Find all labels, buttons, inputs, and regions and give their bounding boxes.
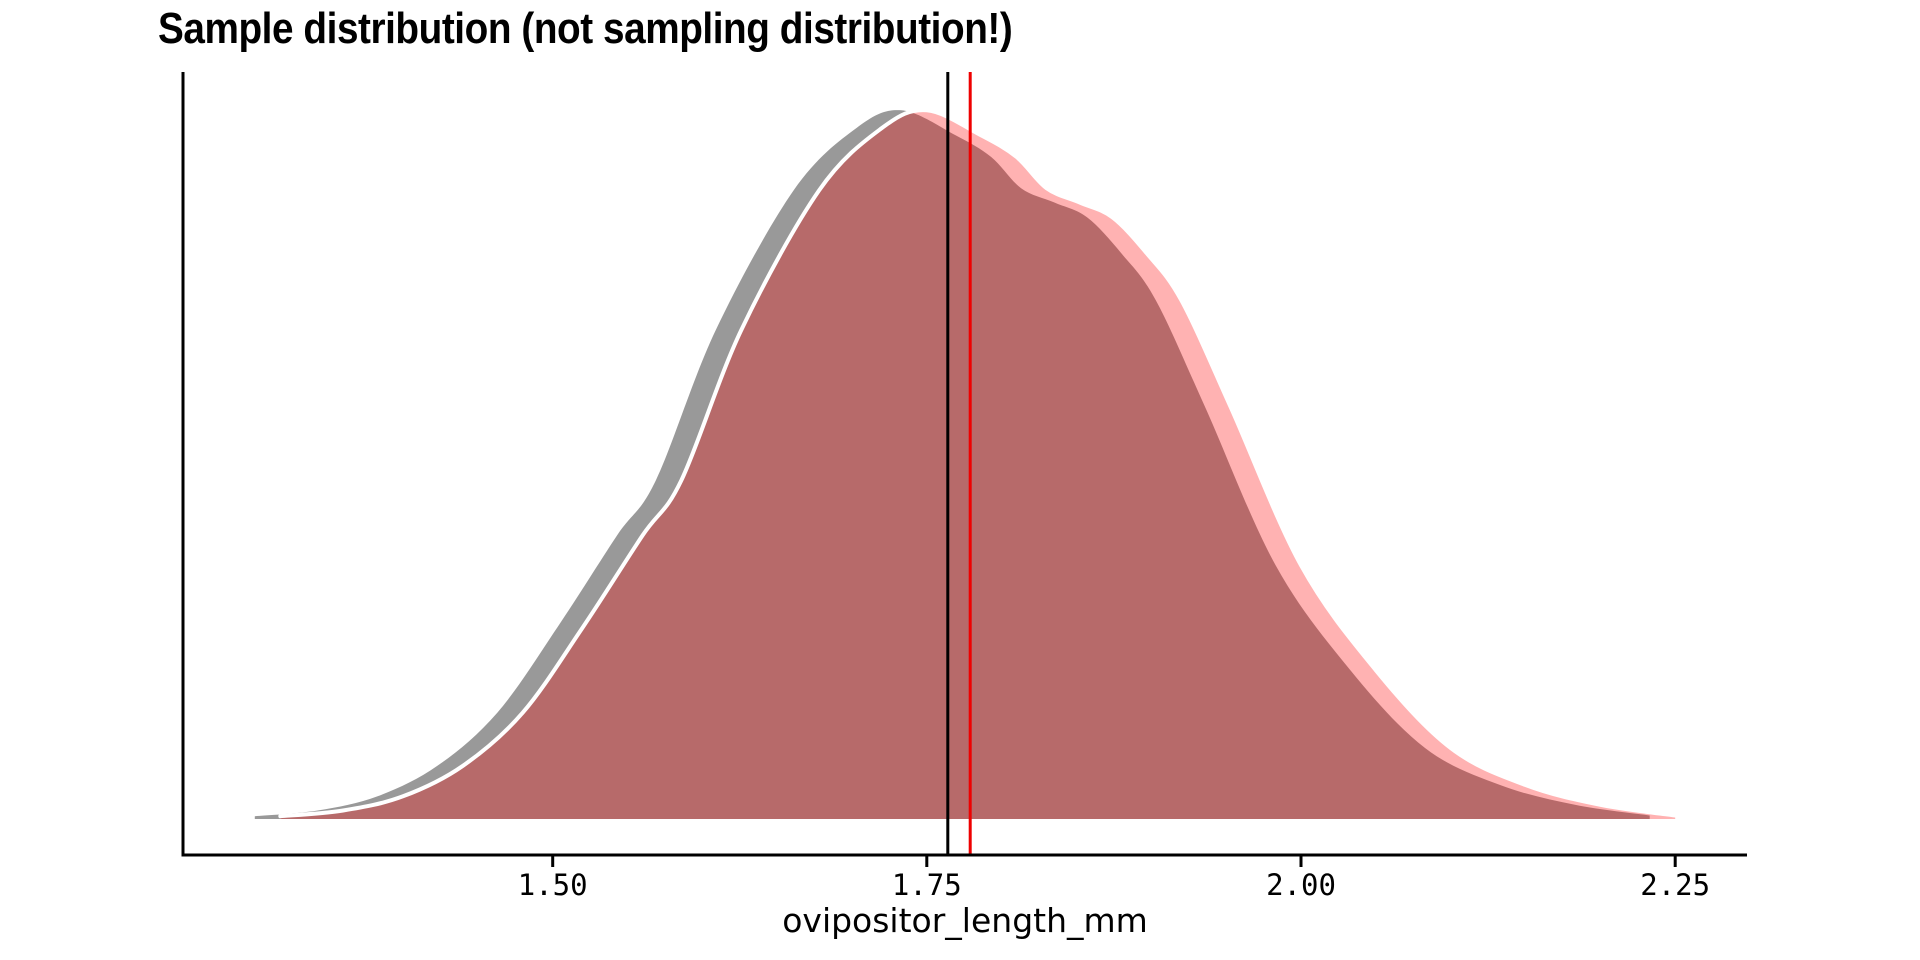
x-tick-label: 1.75 bbox=[892, 868, 962, 902]
x-axis-label: ovipositor_length_mm bbox=[782, 901, 1148, 940]
red-density-area bbox=[280, 110, 1676, 820]
x-tick-label: 1.50 bbox=[518, 868, 588, 902]
series-layer bbox=[254, 108, 1678, 820]
red-density-outline bbox=[278, 108, 1678, 819]
axis-layer: 1.50 1.75 2.00 2.25 bbox=[181, 72, 1747, 902]
gray-density-area bbox=[254, 110, 1650, 820]
x-tick-label: 2.00 bbox=[1266, 868, 1336, 902]
x-tick-label: 2.25 bbox=[1640, 868, 1710, 902]
chart-title: Sample distribution (not sampling distri… bbox=[158, 4, 1013, 53]
vline-layer bbox=[946, 72, 972, 854]
